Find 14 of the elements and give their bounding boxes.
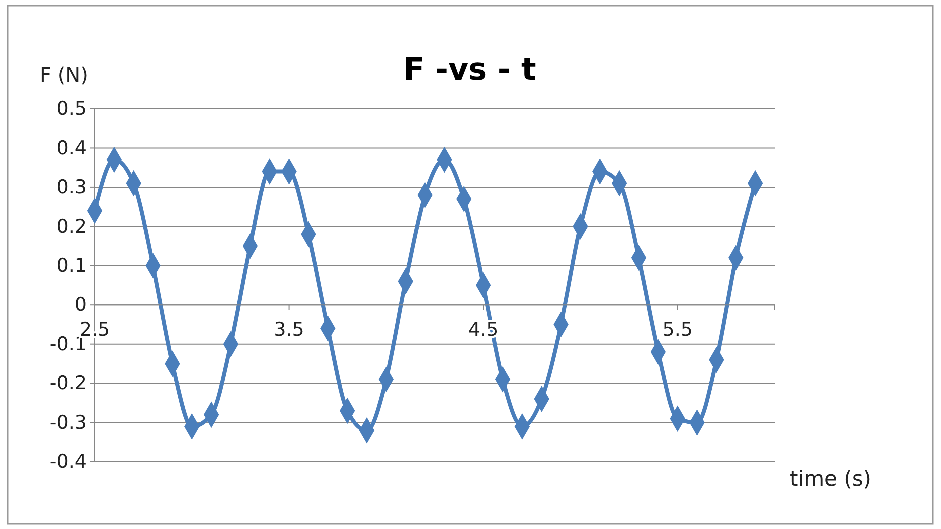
x-tick-label: 3.5	[274, 318, 304, 341]
y-tick-label: 0.4	[56, 137, 87, 160]
y-tick-label: -0.4	[50, 451, 87, 474]
y-tick-label: -0.3	[50, 412, 87, 434]
chart-title: F -vs - t	[404, 52, 537, 88]
x-axis-title: time (s)	[790, 467, 872, 491]
y-tick-label: 0	[74, 294, 87, 316]
y-tick-label: 0.5	[56, 98, 87, 120]
y-tick-label: 0.2	[56, 216, 87, 238]
y-axis-title: F (N)	[40, 63, 88, 87]
y-tick-label: -0.2	[50, 372, 87, 395]
y-tick-label: 0.1	[56, 254, 87, 277]
y-tick-label: 0.3	[56, 176, 87, 199]
x-tick-label: 5.5	[662, 318, 693, 341]
